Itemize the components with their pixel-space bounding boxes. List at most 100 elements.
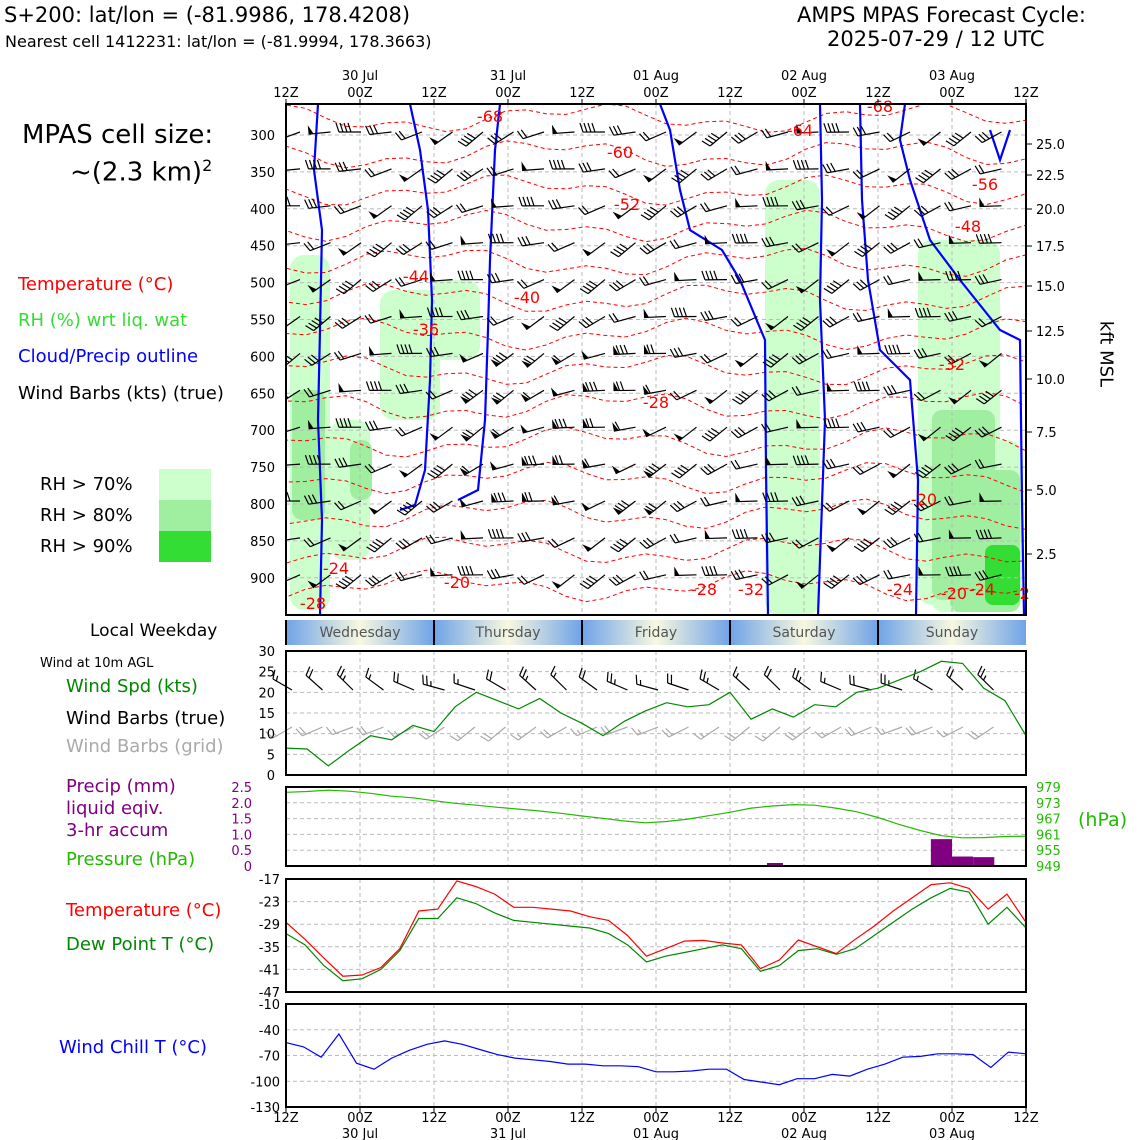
barb-full <box>883 134 891 142</box>
wind-barb <box>550 387 575 397</box>
barb-full <box>623 344 629 355</box>
barb-full <box>761 578 769 586</box>
wind-tick: 15 <box>258 707 275 722</box>
barb-full <box>342 161 348 171</box>
pressure-tick: 961 <box>1036 828 1061 843</box>
legend-cloud: Cloud/Precip outline <box>18 346 199 367</box>
barb-full <box>304 159 310 170</box>
wind-barb <box>578 205 606 216</box>
barb-full <box>426 307 432 317</box>
barb-full <box>585 418 590 428</box>
barb-full <box>581 319 590 327</box>
wind-barb <box>613 381 636 392</box>
barb-full <box>703 465 712 474</box>
barb-full <box>430 307 436 317</box>
barb-full <box>856 312 863 321</box>
wind-barb <box>334 161 362 172</box>
wind-barb <box>337 537 362 552</box>
wind-barb <box>366 537 392 553</box>
barb-staff <box>453 682 476 691</box>
wind-barb <box>286 196 301 207</box>
wind-barb <box>459 389 484 404</box>
barb-full <box>883 570 889 580</box>
barb-half <box>881 728 886 734</box>
barb-full <box>526 355 536 362</box>
wind-barb <box>701 270 728 281</box>
barb-full <box>490 135 499 143</box>
barb-staff <box>286 168 301 171</box>
barb-flag <box>826 544 836 552</box>
temperature-label: -68 <box>867 97 893 116</box>
barb-staff <box>286 426 301 433</box>
barb-full <box>825 206 834 215</box>
wind-barb-true <box>792 667 811 691</box>
barb-full <box>393 671 396 682</box>
barb-full <box>913 239 920 249</box>
barb-flag <box>612 211 622 219</box>
barb-full <box>795 496 802 506</box>
wind-barb <box>338 382 362 393</box>
panel-frame <box>285 878 1027 993</box>
barb-full <box>366 251 375 258</box>
barb-full <box>578 163 584 173</box>
barb-staff <box>342 537 362 552</box>
cell-size-sup: 2 <box>202 156 213 175</box>
barb-full <box>735 396 744 403</box>
barb-full <box>701 566 706 576</box>
barb-full <box>495 354 505 362</box>
barb-full <box>921 467 930 474</box>
rh90-swatch <box>159 531 211 562</box>
barb-full <box>405 501 415 508</box>
barb-half <box>576 729 581 735</box>
barb-full <box>856 575 864 584</box>
temperature-tick: -35 <box>259 941 280 956</box>
barb-flag <box>489 461 498 470</box>
temperature-label: -52 <box>614 195 640 214</box>
barb-staff <box>339 389 362 393</box>
barb-full <box>890 503 900 511</box>
height-tick: 2.5 <box>1036 548 1057 563</box>
barb-staff <box>302 726 323 737</box>
windchill-tick: -100 <box>250 1075 280 1090</box>
wind-barb <box>612 205 636 220</box>
wind-barb <box>551 574 575 589</box>
barb-flag <box>459 396 470 404</box>
wind-barb <box>791 242 819 253</box>
temperature-contour <box>286 317 1026 351</box>
cloud-outline <box>658 104 770 615</box>
wind-barb <box>915 168 941 184</box>
wind-barb <box>792 159 819 170</box>
barb-full <box>680 169 690 176</box>
barb-full <box>373 124 379 134</box>
barb-full <box>856 169 864 178</box>
barb-full <box>887 569 893 579</box>
barb-staff <box>821 726 842 739</box>
barb-full <box>337 500 345 509</box>
barb-flag <box>704 234 711 244</box>
barb-full <box>335 288 345 295</box>
barb-flag <box>796 418 802 428</box>
barb-full <box>705 566 710 576</box>
barb-full <box>703 202 711 211</box>
wind-barb <box>791 352 819 365</box>
barb-full <box>853 675 855 686</box>
wind-barb <box>945 426 972 442</box>
wind-barb <box>337 242 362 256</box>
wind-barb <box>671 463 697 479</box>
barb-staff <box>400 315 423 319</box>
wind-barb <box>303 537 331 548</box>
wind-barb <box>853 537 880 552</box>
barb-full <box>398 277 406 286</box>
wind-barb <box>551 495 575 506</box>
barb-flag <box>460 235 467 245</box>
wind-barb <box>396 205 423 221</box>
wind-barb-grid <box>814 726 842 739</box>
wind-barb <box>489 426 514 439</box>
barb-full <box>883 430 891 438</box>
barb-full <box>521 236 527 246</box>
wind-barb <box>735 197 758 208</box>
wind-barb <box>791 495 819 507</box>
barb-full <box>762 361 772 368</box>
barb-half <box>393 730 399 736</box>
barb-full <box>860 421 867 431</box>
